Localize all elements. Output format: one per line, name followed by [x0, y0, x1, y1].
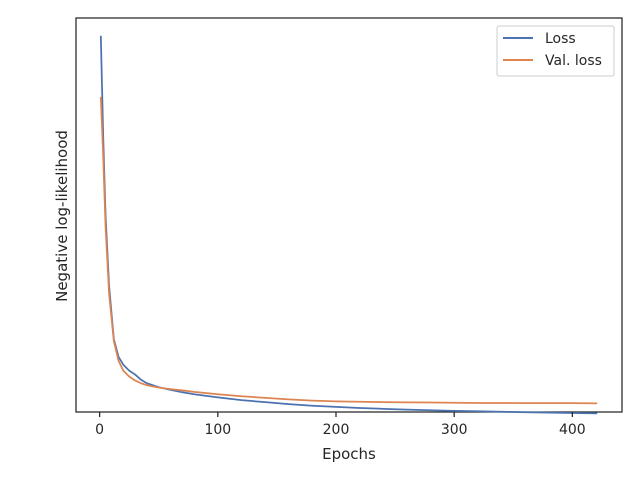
x-tick-label-0: 0 — [95, 422, 104, 438]
series-line-val-loss — [99, 96, 598, 405]
legend: Loss Val. loss — [496, 25, 615, 77]
x-tick-label-100: 100 — [204, 422, 231, 438]
x-tick-label-400: 400 — [559, 422, 586, 438]
series-line-loss — [99, 35, 598, 415]
series-layer — [99, 35, 598, 415]
x-tick-label-200: 200 — [323, 422, 350, 438]
legend-label-val-loss: Val. loss — [545, 53, 602, 69]
x-tick-label-300: 300 — [441, 422, 468, 438]
x-axis-label: Epochs — [322, 445, 376, 463]
y-axis-label: Negative log-likelihood — [53, 130, 71, 302]
legend-label-loss: Loss — [545, 31, 576, 47]
x-ticks: 0 100 200 300 400 — [95, 412, 586, 438]
plot-area — [75, 17, 623, 413]
